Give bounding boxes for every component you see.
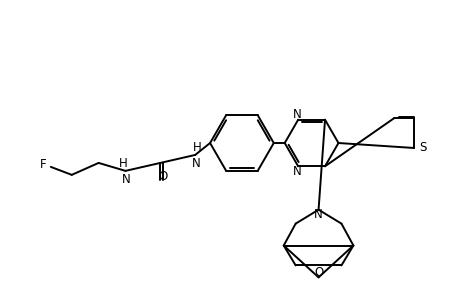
Text: F: F bbox=[39, 158, 46, 171]
Text: O: O bbox=[159, 170, 168, 183]
Text: H: H bbox=[193, 141, 202, 155]
Text: N: N bbox=[122, 173, 131, 186]
Text: N: N bbox=[293, 108, 301, 121]
Text: O: O bbox=[314, 266, 323, 279]
Text: S: S bbox=[419, 141, 427, 155]
Text: N: N bbox=[293, 165, 301, 178]
Text: N: N bbox=[314, 208, 323, 221]
Text: H: H bbox=[119, 157, 128, 171]
Text: N: N bbox=[192, 157, 201, 170]
